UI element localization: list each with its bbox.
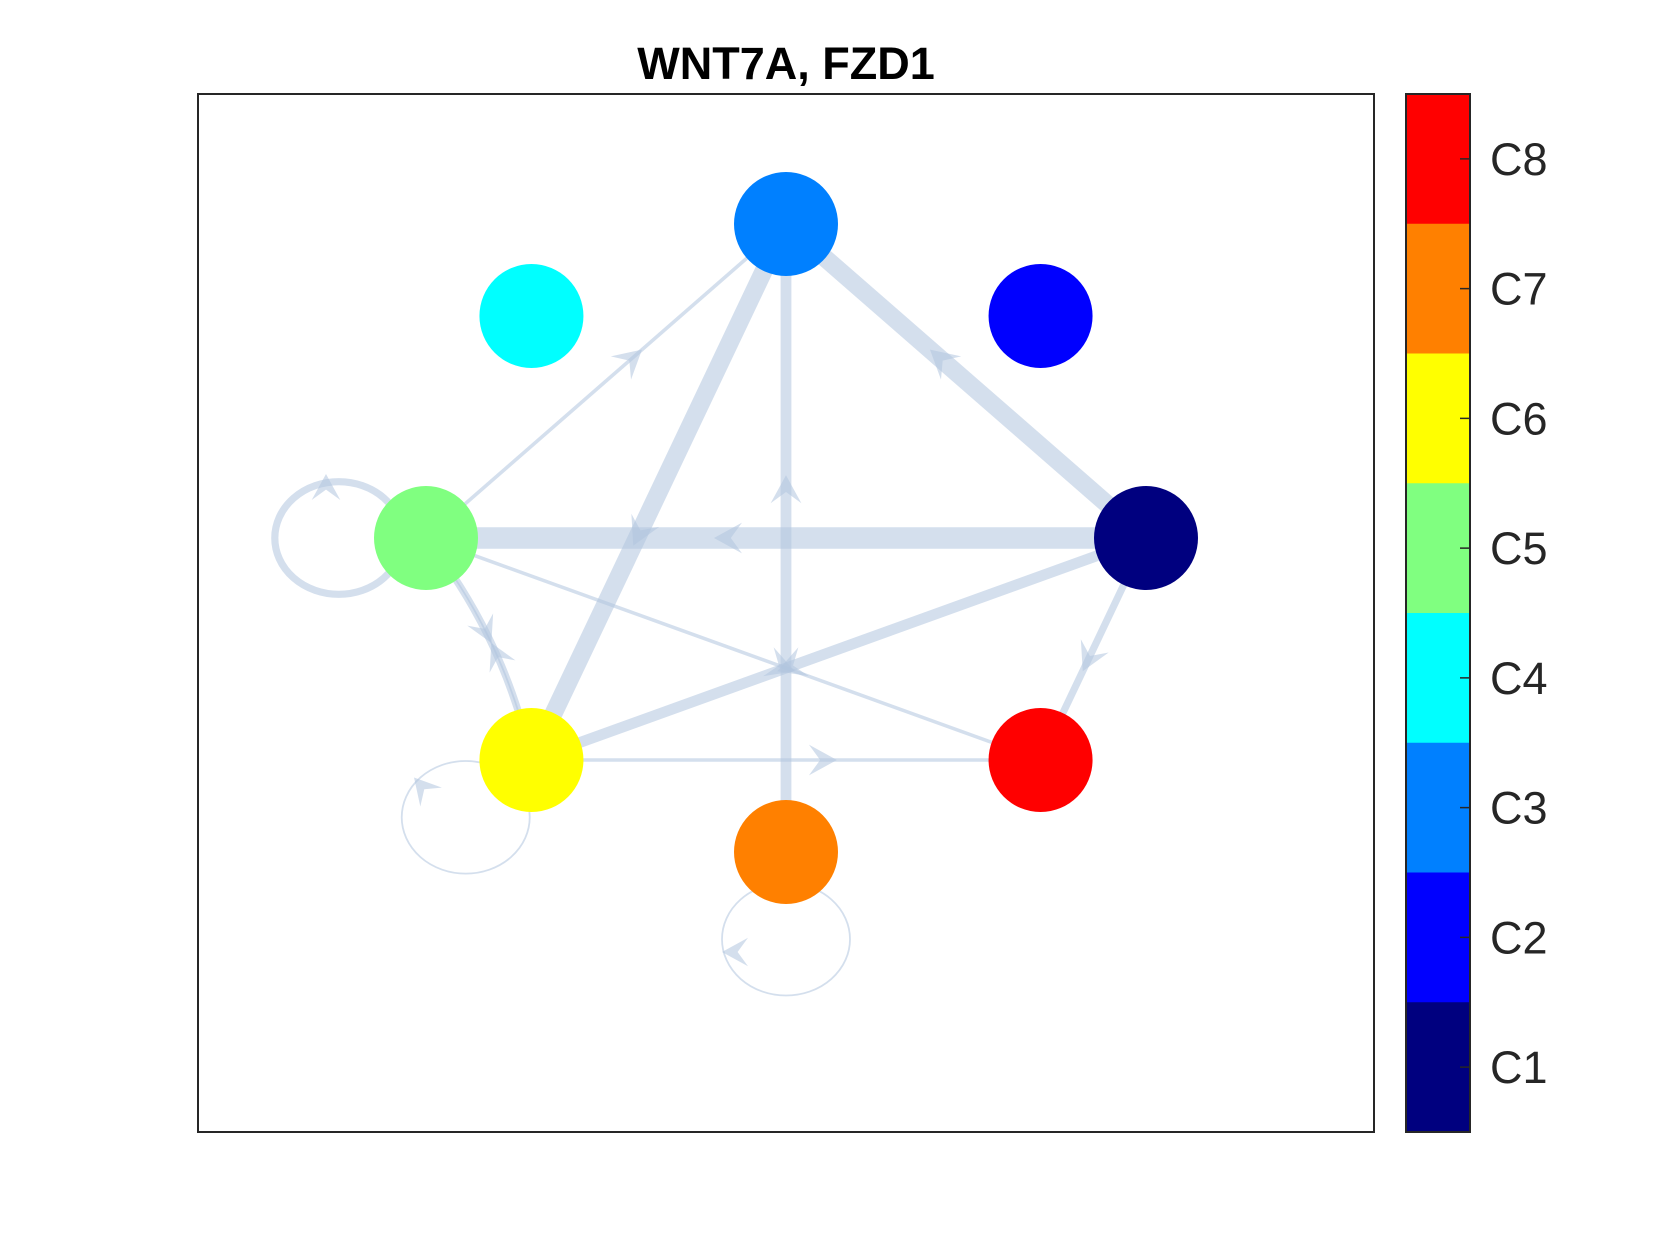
edge-arrowhead [770,475,802,504]
edge [529,532,1148,766]
nodes-layer [374,172,1198,904]
edge [424,222,788,540]
node-c8 [988,707,1093,812]
edge-arrowhead [467,613,494,643]
edge [523,220,795,764]
edge [425,536,1042,762]
colorbar-segment [1406,742,1470,873]
edge [780,217,1152,545]
node-c5 [374,486,478,590]
colorbar-label: C4 [1490,653,1548,704]
node-c7 [734,800,838,904]
node-c1 [1094,486,1198,590]
colorbar-label: C6 [1490,393,1548,444]
edge-arrowhead [722,937,748,967]
edge-arrowhead [610,349,642,380]
colorbar: C8 C7 C6 C5 C4 C3 C2 C1 [1405,93,1548,1133]
colorbar-segment [1406,872,1470,1003]
node-c3 [734,172,838,276]
colorbar-label: C3 [1490,783,1548,834]
colorbar-segment [1406,223,1470,354]
colorbar-label: C1 [1490,1042,1548,1093]
colorbar-frame [1405,93,1471,1133]
self-loop-edge [400,760,531,875]
colorbar-label: C8 [1490,134,1548,185]
edge-arrowhead [763,647,795,677]
colorbar-segment [1406,1002,1470,1133]
colorbar-segment [1406,353,1470,484]
edge-arrowhead [311,474,341,500]
colorbar-label: C5 [1490,523,1548,574]
colorbar-segment [1406,483,1470,614]
node-c2 [988,264,1093,369]
node-c6 [479,707,584,812]
colorbar-segment [1406,613,1470,744]
edge-arrowhead [808,744,837,776]
edge-arrowhead [930,349,962,380]
edge-arrowhead [631,513,660,546]
colorbar-label: C2 [1490,912,1548,963]
node-c4 [479,264,584,369]
chart-title: WNT7A, FZD1 [637,38,935,89]
edge-arrowhead [1080,639,1109,672]
edge-arrowhead [414,777,442,807]
edge-arrowhead [714,522,742,554]
colorbar-label: C7 [1490,264,1548,315]
colorbar-segment [1406,94,1470,225]
edge-arrowhead [489,642,516,673]
